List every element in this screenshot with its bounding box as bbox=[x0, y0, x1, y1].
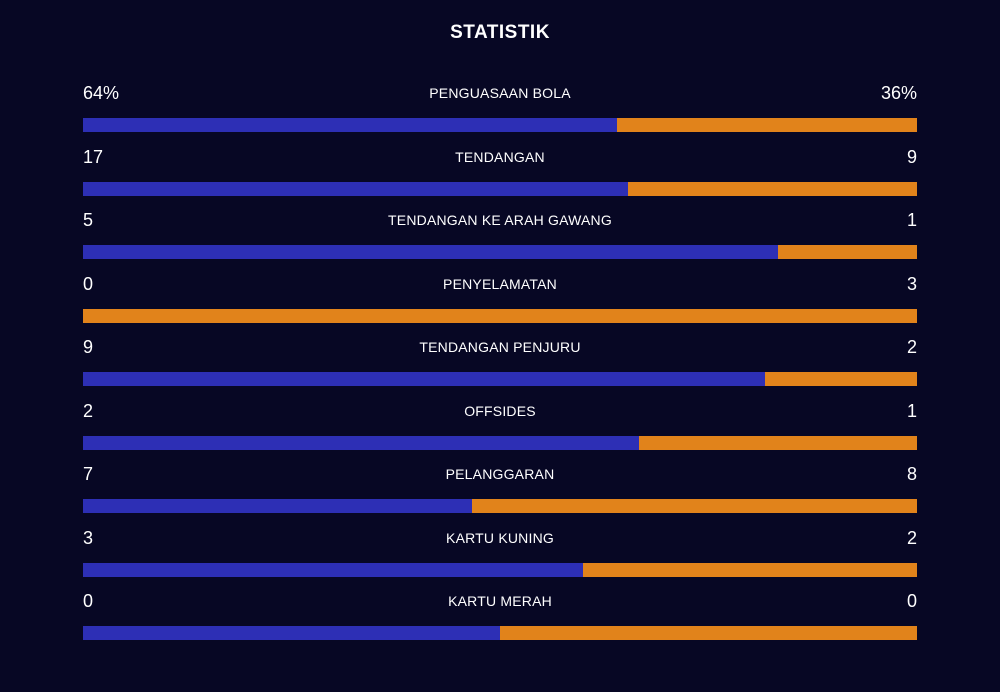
stat-row-yellow-cards: 3 KARTU KUNING 2 bbox=[83, 525, 917, 589]
stat-label: PELANGGARAN bbox=[445, 466, 555, 482]
comparison-bar bbox=[83, 308, 917, 323]
home-value: 9 bbox=[83, 337, 94, 357]
home-bar-fill bbox=[83, 245, 778, 259]
stat-label: PENYELAMATAN bbox=[443, 275, 557, 292]
stat-row-shots: 17 TENDANGAN 9 bbox=[83, 144, 917, 208]
stat-row-corners: 9 TENDANGAN PENJURU 2 bbox=[83, 334, 917, 398]
away-bar-fill bbox=[583, 562, 917, 577]
away-value: 9 bbox=[906, 146, 917, 167]
stat-label: TENDANGAN KE ARAH GAWANG bbox=[388, 212, 612, 228]
home-value: 64% bbox=[83, 83, 120, 103]
home-bar-fill bbox=[83, 435, 640, 450]
home-bar-fill bbox=[83, 562, 584, 577]
comparison-bar bbox=[83, 245, 917, 259]
away-value: 2 bbox=[906, 527, 917, 548]
home-value: 0 bbox=[83, 273, 94, 294]
stat-row-possession: 64% PENGUASAAN BOLA 36% bbox=[83, 80, 917, 144]
stat-row-offsides: 2 OFFSIDES 1 bbox=[83, 398, 917, 462]
stat-label: KARTU MERAH bbox=[448, 593, 552, 609]
home-value: 5 bbox=[83, 210, 94, 230]
away-bar-fill bbox=[765, 372, 917, 386]
comparison-bar bbox=[83, 372, 917, 386]
comparison-bar bbox=[83, 562, 917, 577]
comparison-bar bbox=[83, 435, 917, 450]
home-bar-fill bbox=[83, 181, 629, 196]
away-bar-fill bbox=[639, 435, 917, 450]
home-bar-fill bbox=[83, 372, 766, 386]
away-value: 3 bbox=[906, 273, 917, 294]
comparison-bar bbox=[83, 626, 917, 640]
comparison-bar bbox=[83, 118, 917, 132]
stat-label: PENGUASAAN BOLA bbox=[429, 85, 571, 101]
home-bar-fill bbox=[83, 118, 617, 132]
away-value: 8 bbox=[906, 464, 917, 484]
home-value: 17 bbox=[83, 146, 104, 167]
stat-row-shots-on-target: 5 TENDANGAN KE ARAH GAWANG 1 bbox=[83, 207, 917, 271]
away-value: 2 bbox=[906, 337, 917, 357]
home-value: 7 bbox=[83, 464, 94, 484]
comparison-bar bbox=[83, 499, 917, 513]
away-bar-fill bbox=[777, 245, 917, 259]
home-bar-fill bbox=[83, 499, 473, 513]
away-value: 0 bbox=[906, 591, 917, 611]
stat-row-red-cards: 0 KARTU MERAH 0 bbox=[83, 588, 917, 652]
away-bar-fill bbox=[616, 118, 917, 132]
home-bar-fill bbox=[83, 626, 500, 640]
stat-label: KARTU KUNING bbox=[446, 529, 554, 546]
away-value: 36% bbox=[880, 83, 917, 103]
panel-title: STATISTIK bbox=[450, 22, 550, 43]
stat-row-saves: 0 PENYELAMATAN 3 bbox=[83, 271, 917, 335]
home-value: 3 bbox=[83, 527, 94, 548]
comparison-bar bbox=[83, 181, 917, 196]
home-value: 2 bbox=[83, 400, 94, 421]
stat-row-fouls: 7 PELANGGARAN 8 bbox=[83, 461, 917, 525]
away-bar-fill bbox=[83, 308, 917, 323]
stats-list: 64% PENGUASAAN BOLA 36% 17 TENDANGAN 9 bbox=[83, 80, 917, 652]
home-value: 0 bbox=[83, 591, 94, 611]
away-bar-fill bbox=[500, 626, 917, 640]
away-value: 1 bbox=[906, 400, 917, 421]
stat-label: TENDANGAN PENJURU bbox=[419, 339, 581, 355]
away-bar-fill bbox=[628, 181, 917, 196]
stat-label: OFFSIDES bbox=[464, 402, 536, 419]
away-value: 1 bbox=[906, 210, 917, 230]
away-bar-fill bbox=[472, 499, 917, 513]
stat-label: TENDANGAN bbox=[455, 148, 545, 165]
